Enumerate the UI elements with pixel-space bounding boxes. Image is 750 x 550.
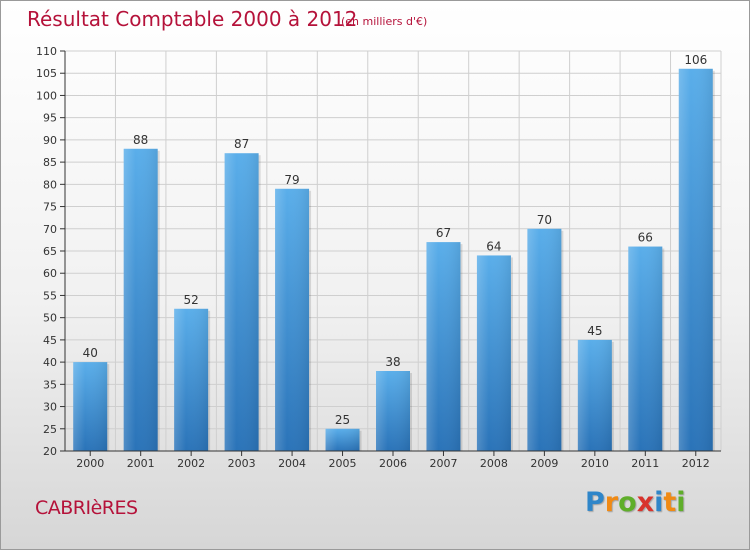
x-tick-label: 2010: [581, 457, 609, 470]
data-label: 67: [436, 226, 451, 240]
bar-highlight: [628, 246, 663, 451]
data-labels: 40 88 52 87 79 25 38 67 64 70 45 66 106: [83, 53, 708, 427]
bar-highlight: [73, 362, 108, 451]
data-label: 70: [537, 213, 552, 227]
bar-highlight: [426, 242, 461, 451]
bar-highlight: [476, 255, 511, 451]
x-tick-label: 2007: [429, 457, 457, 470]
bar-highlight: [123, 148, 158, 451]
data-label: 106: [684, 53, 707, 67]
data-label: 87: [234, 137, 249, 151]
y-tick-label: 50: [43, 312, 57, 325]
x-tick-label: 2008: [480, 457, 508, 470]
y-tick-label: 80: [43, 178, 57, 191]
bar-highlight: [224, 153, 259, 451]
y-tick-label: 40: [43, 356, 57, 369]
logo-letter: x: [636, 487, 655, 518]
y-tick-label: 45: [43, 334, 57, 347]
x-tick-label: 2004: [278, 457, 306, 470]
x-tick-label: 2012: [682, 457, 710, 470]
x-tick-label: 2001: [127, 457, 155, 470]
data-label: 64: [486, 239, 501, 253]
logo-letter: P: [585, 487, 605, 518]
bar-highlight: [376, 371, 410, 451]
y-tick-label: 65: [43, 245, 57, 258]
y-tick-label: 110: [36, 45, 57, 58]
y-tick-label: 20: [43, 445, 57, 458]
logo-letter: o: [618, 487, 637, 518]
data-label: 66: [638, 231, 653, 245]
bar-highlight: [325, 428, 360, 451]
x-tick-label: 2006: [379, 457, 407, 470]
y-tick-label: 70: [43, 223, 57, 236]
x-tick-label: 2000: [76, 457, 104, 470]
proxiti-logo: Proxiti: [585, 487, 686, 518]
bar-highlight: [275, 188, 310, 451]
chart-title: Résultat Comptable 2000 à 2012: [27, 7, 358, 31]
data-label: 40: [83, 346, 98, 360]
y-tick-label: 55: [43, 289, 57, 302]
y-tick-label: 60: [43, 267, 57, 280]
logo-letter: i: [654, 487, 664, 518]
x-tick-label: 2002: [177, 457, 205, 470]
y-tick-label: 100: [36, 89, 57, 102]
bar-highlight: [527, 228, 562, 451]
logo-letter: i: [676, 487, 686, 518]
logo-letter: t: [663, 487, 677, 518]
bar-highlight: [577, 339, 612, 451]
y-tick-label: 35: [43, 378, 57, 391]
data-label: 45: [587, 324, 602, 338]
chart-subtitle: (en milliers d'€): [341, 15, 428, 28]
y-tick-label: 85: [43, 156, 57, 169]
y-tick-label: 25: [43, 423, 57, 436]
y-tick-label: 105: [36, 67, 57, 80]
bar-highlight: [174, 308, 209, 451]
x-tick-label: 2003: [228, 457, 256, 470]
bar-highlight: [678, 68, 713, 452]
logo-letter: r: [604, 487, 619, 518]
data-label: 25: [335, 413, 350, 427]
y-tick-label: 90: [43, 134, 57, 147]
y-tick-label: 30: [43, 401, 57, 414]
data-label: 38: [385, 355, 400, 369]
y-tick-label: 75: [43, 201, 57, 214]
data-label: 52: [184, 293, 199, 307]
data-label: 88: [133, 133, 148, 147]
data-label: 79: [284, 173, 299, 187]
axes: 20 25 30 35 40 45 50 55 60 65 70 75 80 85 90 95 100 105 11…: [36, 45, 721, 470]
bars: [73, 68, 715, 452]
y-tick-label: 95: [43, 112, 57, 125]
x-tick-label: 2011: [631, 457, 659, 470]
x-tick-label: 2009: [530, 457, 558, 470]
x-tick-label: 2005: [329, 457, 357, 470]
commune-name: CABRIèRES: [35, 497, 138, 519]
